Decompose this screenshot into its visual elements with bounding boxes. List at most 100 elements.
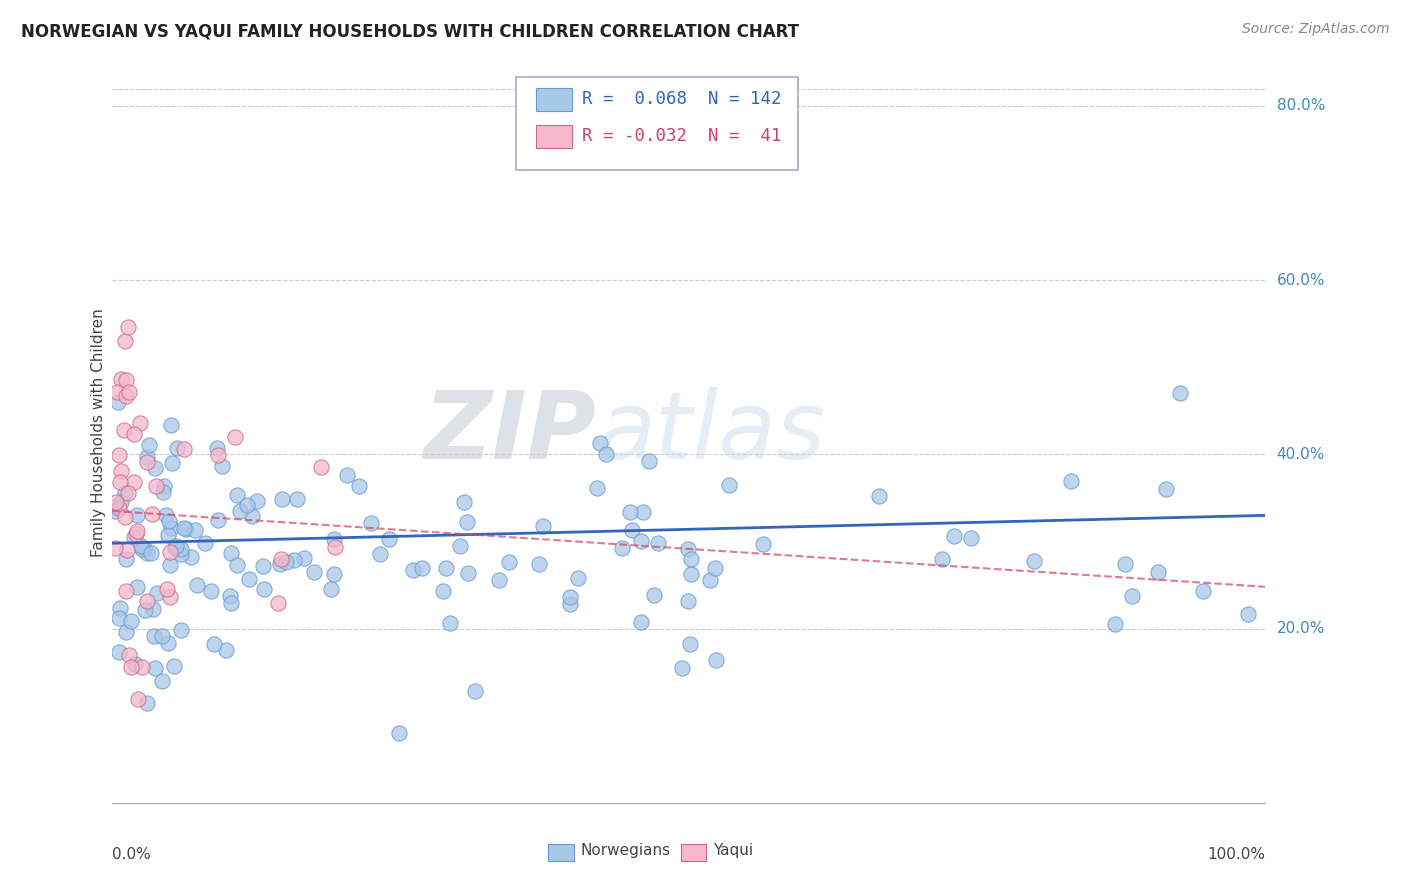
Point [319,582,342,597]
Point [150,674,173,689]
Point [155,508,177,522]
Point [643,589,665,603]
FancyBboxPatch shape [536,88,572,111]
Point [131,541,153,556]
Point [226,488,249,502]
Point [630,533,652,548]
Point [122,530,145,544]
Point [229,504,252,518]
Point [112,423,135,437]
Point [159,558,181,573]
Point [1022,554,1045,568]
Point [586,481,609,495]
Point [115,389,138,403]
Text: 0.0%: 0.0% [112,847,152,863]
Point [108,645,131,659]
Point [226,558,249,572]
Point [122,475,145,490]
Point [163,541,186,556]
Point [104,504,127,518]
Point [152,478,174,492]
Text: 60.0%: 60.0% [1277,273,1324,288]
Point [129,416,152,430]
Point [309,460,332,475]
Point [292,550,315,565]
Point [224,430,246,444]
Text: R = -0.032  N =  41: R = -0.032 N = 41 [582,128,782,145]
Point [156,582,179,596]
Point [322,532,344,546]
Point [124,657,146,672]
Point [105,385,128,400]
Point [285,492,308,507]
Point [127,524,149,538]
Point [219,596,242,610]
Text: 40.0%: 40.0% [1277,447,1324,462]
Point [143,629,166,643]
Point [145,479,167,493]
Point [142,601,165,615]
Point [276,555,298,569]
Point [1237,607,1260,622]
Text: atlas: atlas [596,387,825,478]
Point [679,551,702,566]
Point [699,573,721,587]
FancyBboxPatch shape [516,78,799,169]
Point [211,458,233,473]
Point [302,565,325,579]
Point [1121,589,1143,603]
Point [253,582,276,596]
Point [612,541,634,556]
Point [1191,584,1213,599]
Point [245,494,267,508]
Point [671,661,693,675]
Point [118,648,141,662]
Point [200,584,222,599]
Point [141,507,163,521]
Point [589,435,612,450]
Point [108,601,131,615]
Point [488,573,510,587]
Point [150,629,173,643]
Text: Norwegians: Norwegians [581,844,671,858]
Point [136,696,159,710]
Point [156,636,179,650]
Point [868,489,890,503]
Point [170,547,193,561]
Point [138,438,160,452]
Point [108,475,131,490]
Point [120,614,142,628]
Point [114,373,136,387]
Point [135,546,157,560]
Point [127,691,149,706]
Point [706,653,728,667]
Y-axis label: Family Households with Children: Family Households with Children [90,309,105,557]
Point [931,552,953,566]
Point [1147,565,1170,579]
Point [236,498,259,512]
Point [960,531,983,545]
Point [456,516,478,530]
Point [942,529,965,543]
Point [457,566,479,581]
Text: 20.0%: 20.0% [1277,621,1324,636]
Point [638,454,661,468]
Point [162,456,184,470]
Point [145,460,167,475]
Point [170,541,193,556]
Point [160,418,183,433]
FancyBboxPatch shape [548,844,574,861]
Point [104,500,127,515]
Point [131,659,153,673]
Point [323,566,346,581]
Point [1168,386,1191,401]
FancyBboxPatch shape [536,126,572,147]
Point [439,615,461,630]
Point [114,510,136,524]
Point [620,523,643,537]
Point [531,519,554,533]
Point [108,500,131,515]
Point [108,448,131,462]
Point [114,334,136,348]
Point [152,485,174,500]
